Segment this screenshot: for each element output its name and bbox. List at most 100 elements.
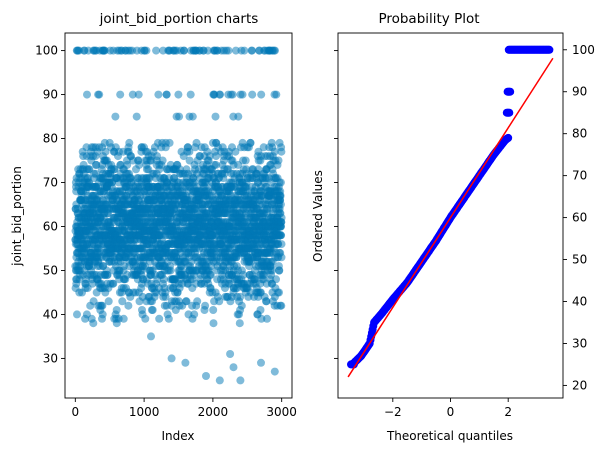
data-point [277, 240, 286, 249]
left-plot-frame [64, 32, 293, 399]
data-point [112, 306, 121, 314]
data-point [274, 156, 283, 165]
data-point [167, 354, 176, 363]
data-point [161, 292, 170, 301]
x-tick-label: 3000 [266, 405, 297, 419]
data-point [211, 112, 220, 121]
y-tick-label: 70 [43, 176, 58, 190]
data-point [262, 297, 271, 306]
data-point [141, 314, 150, 323]
data-point [98, 301, 107, 310]
data-point [257, 314, 266, 323]
fit-line [347, 57, 554, 378]
data-point [211, 160, 220, 169]
data-point [240, 46, 249, 55]
data-point [181, 358, 190, 367]
data-point [272, 275, 280, 284]
data-point [275, 288, 283, 297]
data-point [186, 90, 195, 99]
data-point [209, 319, 218, 328]
data-point [228, 90, 237, 99]
data-point [118, 297, 127, 306]
right-x-axis-label: Theoretical quantiles [386, 429, 513, 443]
data-point [73, 310, 81, 319]
left-y-ticks: 30 40 50 60 70 80 90 100 [35, 44, 65, 365]
data-point [165, 138, 174, 147]
right-chart-title: Probability Plot [378, 11, 479, 27]
data-point [238, 90, 247, 99]
data-point [134, 90, 143, 99]
left-chart: joint_bid_portion charts 0 1000 2000 3000 3… [10, 11, 297, 443]
data-point [257, 90, 266, 99]
y-tick-label: 90 [43, 88, 58, 102]
quantile-point [504, 133, 513, 142]
data-point [248, 90, 257, 99]
data-point [110, 165, 119, 174]
data-point [270, 147, 279, 156]
right-x-ticks: −2 0 2 [384, 398, 512, 419]
y-tick-label: 60 [43, 219, 58, 233]
data-point [175, 112, 184, 121]
data-point [119, 314, 128, 323]
data-point [153, 152, 161, 161]
data-point [164, 314, 173, 323]
data-point [276, 178, 285, 187]
data-point [83, 90, 91, 99]
data-point [98, 310, 107, 319]
data-point [229, 363, 238, 372]
data-point [201, 301, 210, 310]
data-point [241, 156, 250, 165]
data-point [159, 275, 168, 284]
data-point [239, 270, 248, 279]
data-point [234, 112, 243, 121]
data-point [277, 231, 286, 240]
data-point [271, 46, 279, 55]
data-point [116, 90, 125, 99]
data-point [180, 46, 188, 55]
quantile-point [545, 45, 554, 54]
data-point [188, 112, 197, 121]
data-point [256, 306, 265, 314]
data-point [215, 376, 224, 385]
data-point [246, 138, 255, 147]
y-tick-label: 40 [572, 295, 587, 309]
quantile-point [349, 360, 358, 369]
data-point [206, 270, 215, 279]
data-point [236, 292, 245, 301]
data-point [95, 90, 104, 99]
data-point [257, 358, 265, 367]
data-point [142, 46, 151, 55]
data-point [270, 367, 279, 376]
data-point [182, 297, 191, 306]
y-tick-label: 70 [572, 169, 587, 183]
y-tick-label: 90 [572, 85, 587, 99]
x-tick-label: −2 [384, 405, 402, 419]
x-tick-label: 2000 [198, 405, 229, 419]
data-point [123, 160, 132, 169]
data-point [155, 314, 164, 323]
data-point [128, 90, 137, 99]
data-point [276, 191, 285, 200]
data-point [152, 46, 161, 55]
right-y-ticks: 20 30 40 50 60 70 80 90 100 [334, 43, 595, 392]
left-chart-title: joint_bid_portion charts [99, 11, 259, 27]
right-y-axis-label: Ordered Values [311, 170, 325, 262]
data-point [277, 147, 286, 156]
data-point [224, 46, 233, 55]
quantile-point [505, 108, 514, 117]
data-point [248, 46, 256, 55]
data-point [147, 332, 155, 341]
data-point [89, 319, 98, 328]
x-tick-label: 1000 [129, 405, 160, 419]
y-tick-label: 30 [43, 351, 58, 365]
data-point [154, 90, 163, 99]
data-point [275, 266, 284, 275]
data-point [100, 46, 109, 55]
y-tick-label: 80 [43, 132, 58, 146]
data-point [158, 156, 167, 165]
data-point [276, 200, 285, 209]
x-tick-label: 0 [71, 405, 79, 419]
y-tick-label: 50 [572, 253, 587, 267]
data-point [272, 90, 281, 99]
